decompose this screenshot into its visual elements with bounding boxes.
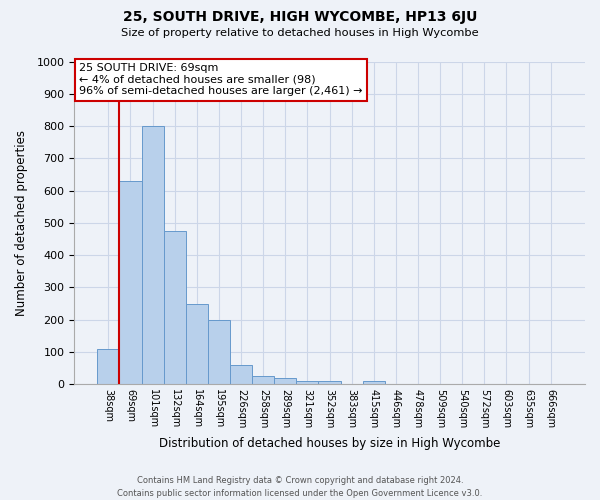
- Bar: [119, 181, 142, 384]
- Text: 25, SOUTH DRIVE, HIGH WYCOMBE, HP13 6JU: 25, SOUTH DRIVE, HIGH WYCOMBE, HP13 6JU: [123, 10, 477, 24]
- Y-axis label: Number of detached properties: Number of detached properties: [15, 130, 28, 316]
- Bar: [142, 126, 164, 384]
- Bar: [363, 381, 385, 384]
- Bar: [208, 320, 230, 384]
- Text: Size of property relative to detached houses in High Wycombe: Size of property relative to detached ho…: [121, 28, 479, 38]
- Bar: [164, 231, 186, 384]
- Bar: [186, 304, 208, 384]
- Text: 25 SOUTH DRIVE: 69sqm
← 4% of detached houses are smaller (98)
96% of semi-detac: 25 SOUTH DRIVE: 69sqm ← 4% of detached h…: [79, 63, 362, 96]
- Bar: [274, 378, 296, 384]
- Bar: [97, 349, 119, 384]
- Bar: [252, 376, 274, 384]
- X-axis label: Distribution of detached houses by size in High Wycombe: Distribution of detached houses by size …: [159, 437, 500, 450]
- Bar: [296, 381, 319, 384]
- Bar: [230, 365, 252, 384]
- Bar: [319, 381, 341, 384]
- Text: Contains HM Land Registry data © Crown copyright and database right 2024.
Contai: Contains HM Land Registry data © Crown c…: [118, 476, 482, 498]
